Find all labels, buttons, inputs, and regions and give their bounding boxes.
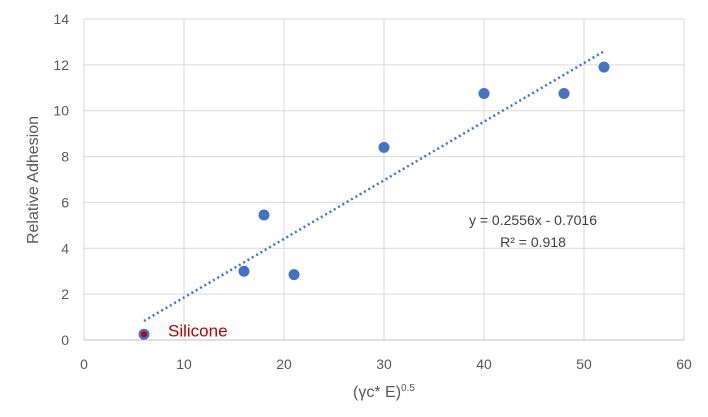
x-tick-label: 20 [276,356,292,372]
x-tick-label: 60 [676,356,692,372]
x-tick-label: 0 [80,356,88,372]
data-point [598,61,610,73]
y-tick-label: 8 [61,149,69,165]
data-point [258,209,270,221]
y-tick-label: 14 [53,11,69,27]
y-tick-label: 2 [61,286,69,302]
data-points [138,61,610,340]
x-axis-title-exponent: 0.5 [401,383,415,394]
y-tick-label: 6 [61,194,69,210]
trendline-group [143,50,605,323]
data-point [288,269,300,281]
data-point [378,141,390,153]
gridlines [83,18,685,341]
data-point [478,88,490,100]
x-tick-label: 40 [476,356,492,372]
x-tick-label: 50 [576,356,592,372]
y-tick-label: 12 [53,57,69,73]
y-axis-title: Relative Adhesion [25,116,42,244]
y-tick-label: 10 [53,103,69,119]
silicone-point-marker [141,331,147,338]
x-axis-title-main: (γc* E) [353,384,401,401]
trendline [143,50,605,323]
y-tick-label: 4 [61,240,69,256]
trendline-r-squared: R² = 0.918 [500,234,566,250]
x-tick-label: 30 [376,356,392,372]
y-tick-label: 0 [61,332,69,348]
x-tick-label: 10 [176,356,192,372]
trendline-equation: y = 0.2556x - 0.7016 [469,212,597,228]
x-tick-labels: 0 10 20 30 40 50 60 [80,356,692,372]
data-point [238,265,250,277]
silicone-annotation: Silicone [168,321,228,340]
data-point [558,88,570,100]
x-axis-title: (γc* E)0.5 [353,383,415,401]
y-tick-labels: 0 2 4 6 8 10 12 14 [53,11,69,348]
